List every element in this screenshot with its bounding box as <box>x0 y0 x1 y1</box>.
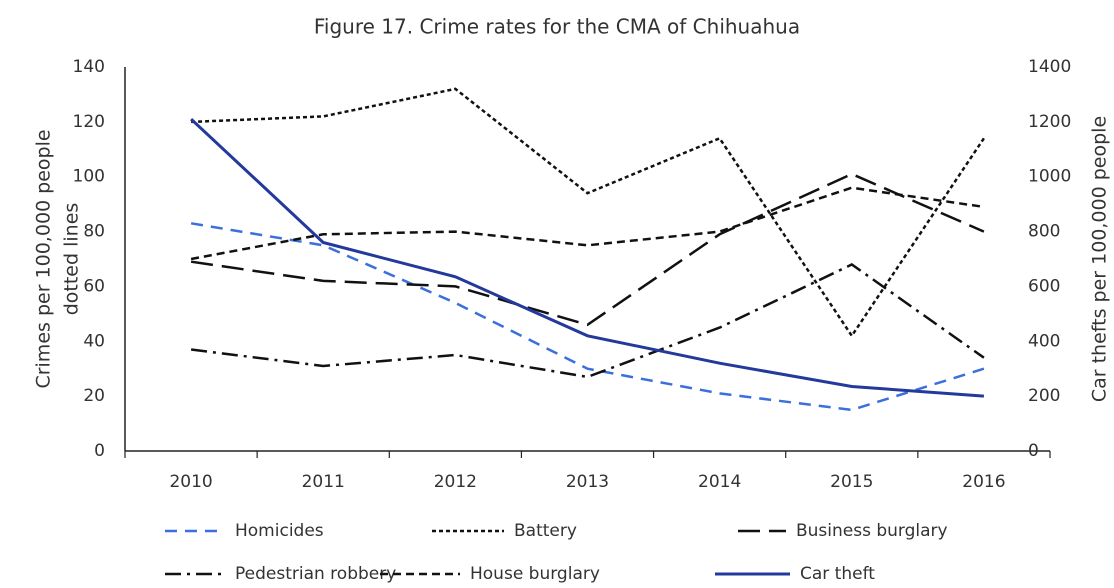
y2-tick-label: 800 <box>1028 222 1060 242</box>
y-tick-label: 40 <box>83 331 105 351</box>
series-line <box>191 87 985 339</box>
y2-axis-title: Car thefts per 100,000 people <box>1089 116 1111 402</box>
y-tick-label: 120 <box>73 112 105 132</box>
series-line <box>190 186 985 261</box>
x-tick-label: 2014 <box>698 472 741 492</box>
y2-tick-label: 1400 <box>1028 57 1071 77</box>
x-tick-label: 2011 <box>302 472 345 492</box>
y2-tick-label: 1200 <box>1028 112 1071 132</box>
legend-label: House burglary <box>470 564 600 584</box>
legend-label: Pedestrian robbery <box>235 564 396 584</box>
x-tick-label: 2016 <box>962 472 1005 492</box>
legend-label: Homicides <box>235 521 324 541</box>
legend-label: Car theft <box>800 564 875 584</box>
y-tick-label: 60 <box>83 276 105 296</box>
y-axis-title: dotted lines <box>61 203 83 316</box>
y2-tick-label: 1000 <box>1028 167 1071 187</box>
x-tick-label: 2015 <box>830 472 873 492</box>
y-tick-label: 140 <box>73 57 105 77</box>
legend-label: Business burglary <box>796 521 948 541</box>
series-line <box>190 172 985 327</box>
series-line <box>190 263 985 379</box>
y-axis-title: Crimes per 100,000 people <box>33 129 55 388</box>
y2-tick-label: 400 <box>1028 331 1060 351</box>
y2-tick-label: 600 <box>1028 276 1060 296</box>
y-tick-label: 80 <box>83 222 105 242</box>
y2-tick-label: 200 <box>1028 386 1060 406</box>
legend-label: Battery <box>514 521 577 541</box>
y-tick-label: 100 <box>73 167 105 187</box>
y2-tick-label: 0 <box>1028 441 1039 461</box>
series-line <box>190 222 985 412</box>
x-tick-label: 2012 <box>434 472 477 492</box>
chart-title: Figure 17. Crime rates for the CMA of Ch… <box>314 15 800 39</box>
y-tick-label: 20 <box>83 386 105 406</box>
x-tick-label: 2013 <box>566 472 609 492</box>
x-tick-label: 2010 <box>169 472 212 492</box>
y-tick-label: 0 <box>94 441 105 461</box>
series-line <box>190 118 985 398</box>
